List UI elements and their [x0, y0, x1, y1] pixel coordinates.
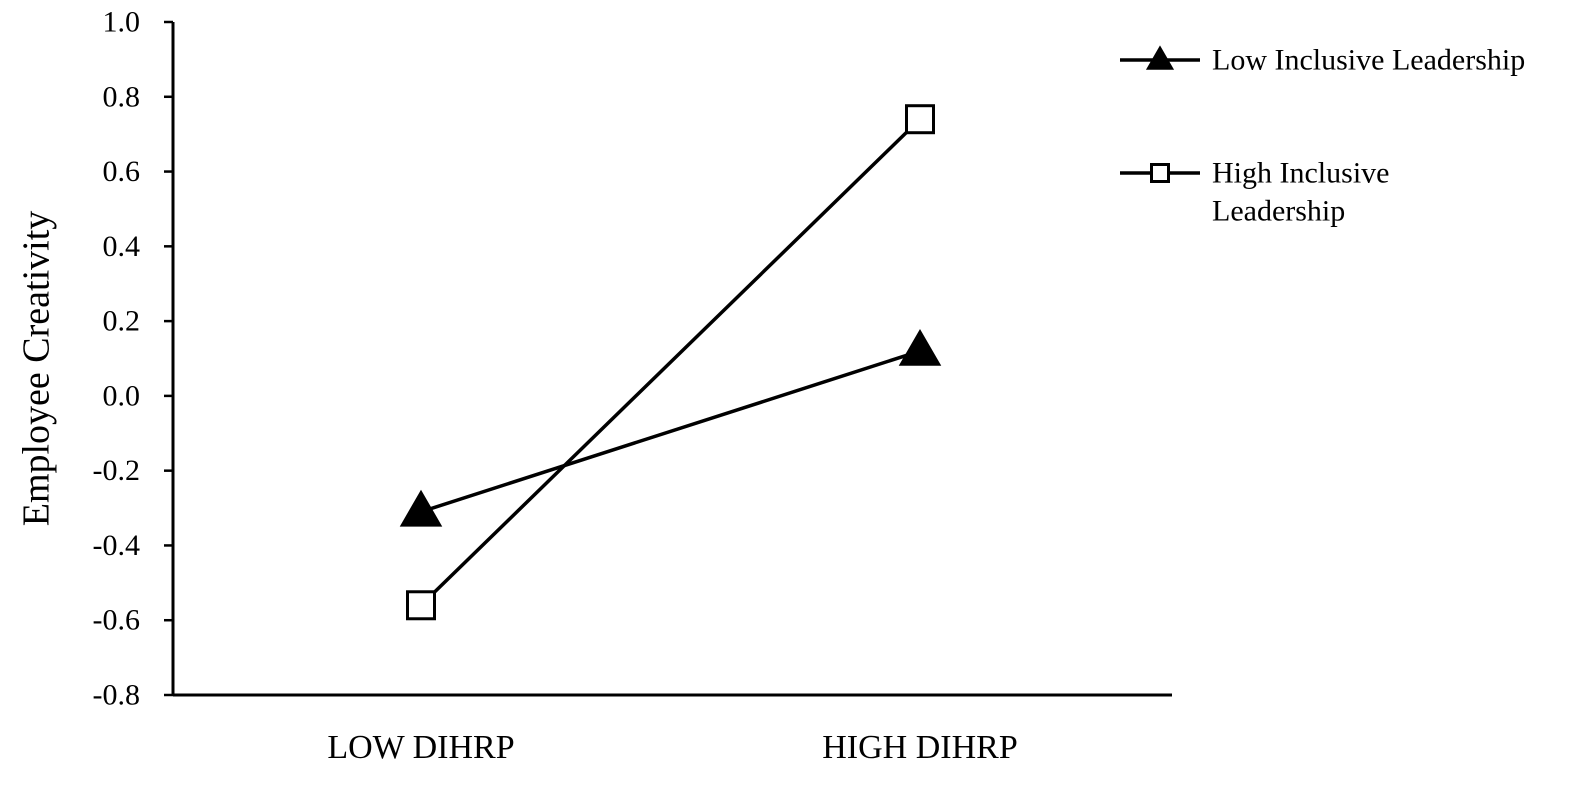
legend-square-icon	[1150, 163, 1170, 183]
series-line	[420, 349, 921, 514]
legend-triangle-icon	[1145, 45, 1175, 70]
y-tick-label: 0.0	[103, 379, 141, 412]
triangle-marker	[898, 328, 942, 366]
legend-label: High Inclusive	[1212, 157, 1389, 190]
series-line	[419, 117, 922, 607]
y-tick-label: 0.6	[103, 155, 141, 188]
x-category-label: HIGH DIHRP	[822, 729, 1018, 766]
legend-label: Leadership	[1212, 195, 1345, 228]
y-axis-title: Employee Creativity	[16, 211, 58, 527]
triangle-marker	[399, 489, 443, 527]
y-tick-label: -0.6	[93, 604, 141, 637]
series-layer	[399, 104, 942, 621]
y-tick-label: -0.2	[93, 454, 141, 487]
y-tick-label: 0.4	[103, 230, 141, 263]
legend: Low Inclusive Leadership High Inclusive Le…	[1120, 44, 1525, 228]
square-marker	[406, 590, 436, 621]
y-tick-label: 0.8	[103, 80, 141, 113]
y-tick-label: -0.4	[93, 529, 141, 562]
y-tick-label: -0.8	[93, 679, 141, 712]
legend-label: Low Inclusive Leadership	[1212, 44, 1525, 77]
y-tick-label: 0.2	[103, 305, 141, 338]
square-marker	[905, 104, 935, 135]
x-category-label: LOW DIHRP	[327, 729, 514, 766]
axes: 1.0 0.8 0.6 0.4 0.2 0.0 -0.2 -0.4 -0.6 -0.8 LOW DI…	[16, 6, 1172, 766]
y-tick-label: 1.0	[103, 6, 141, 39]
